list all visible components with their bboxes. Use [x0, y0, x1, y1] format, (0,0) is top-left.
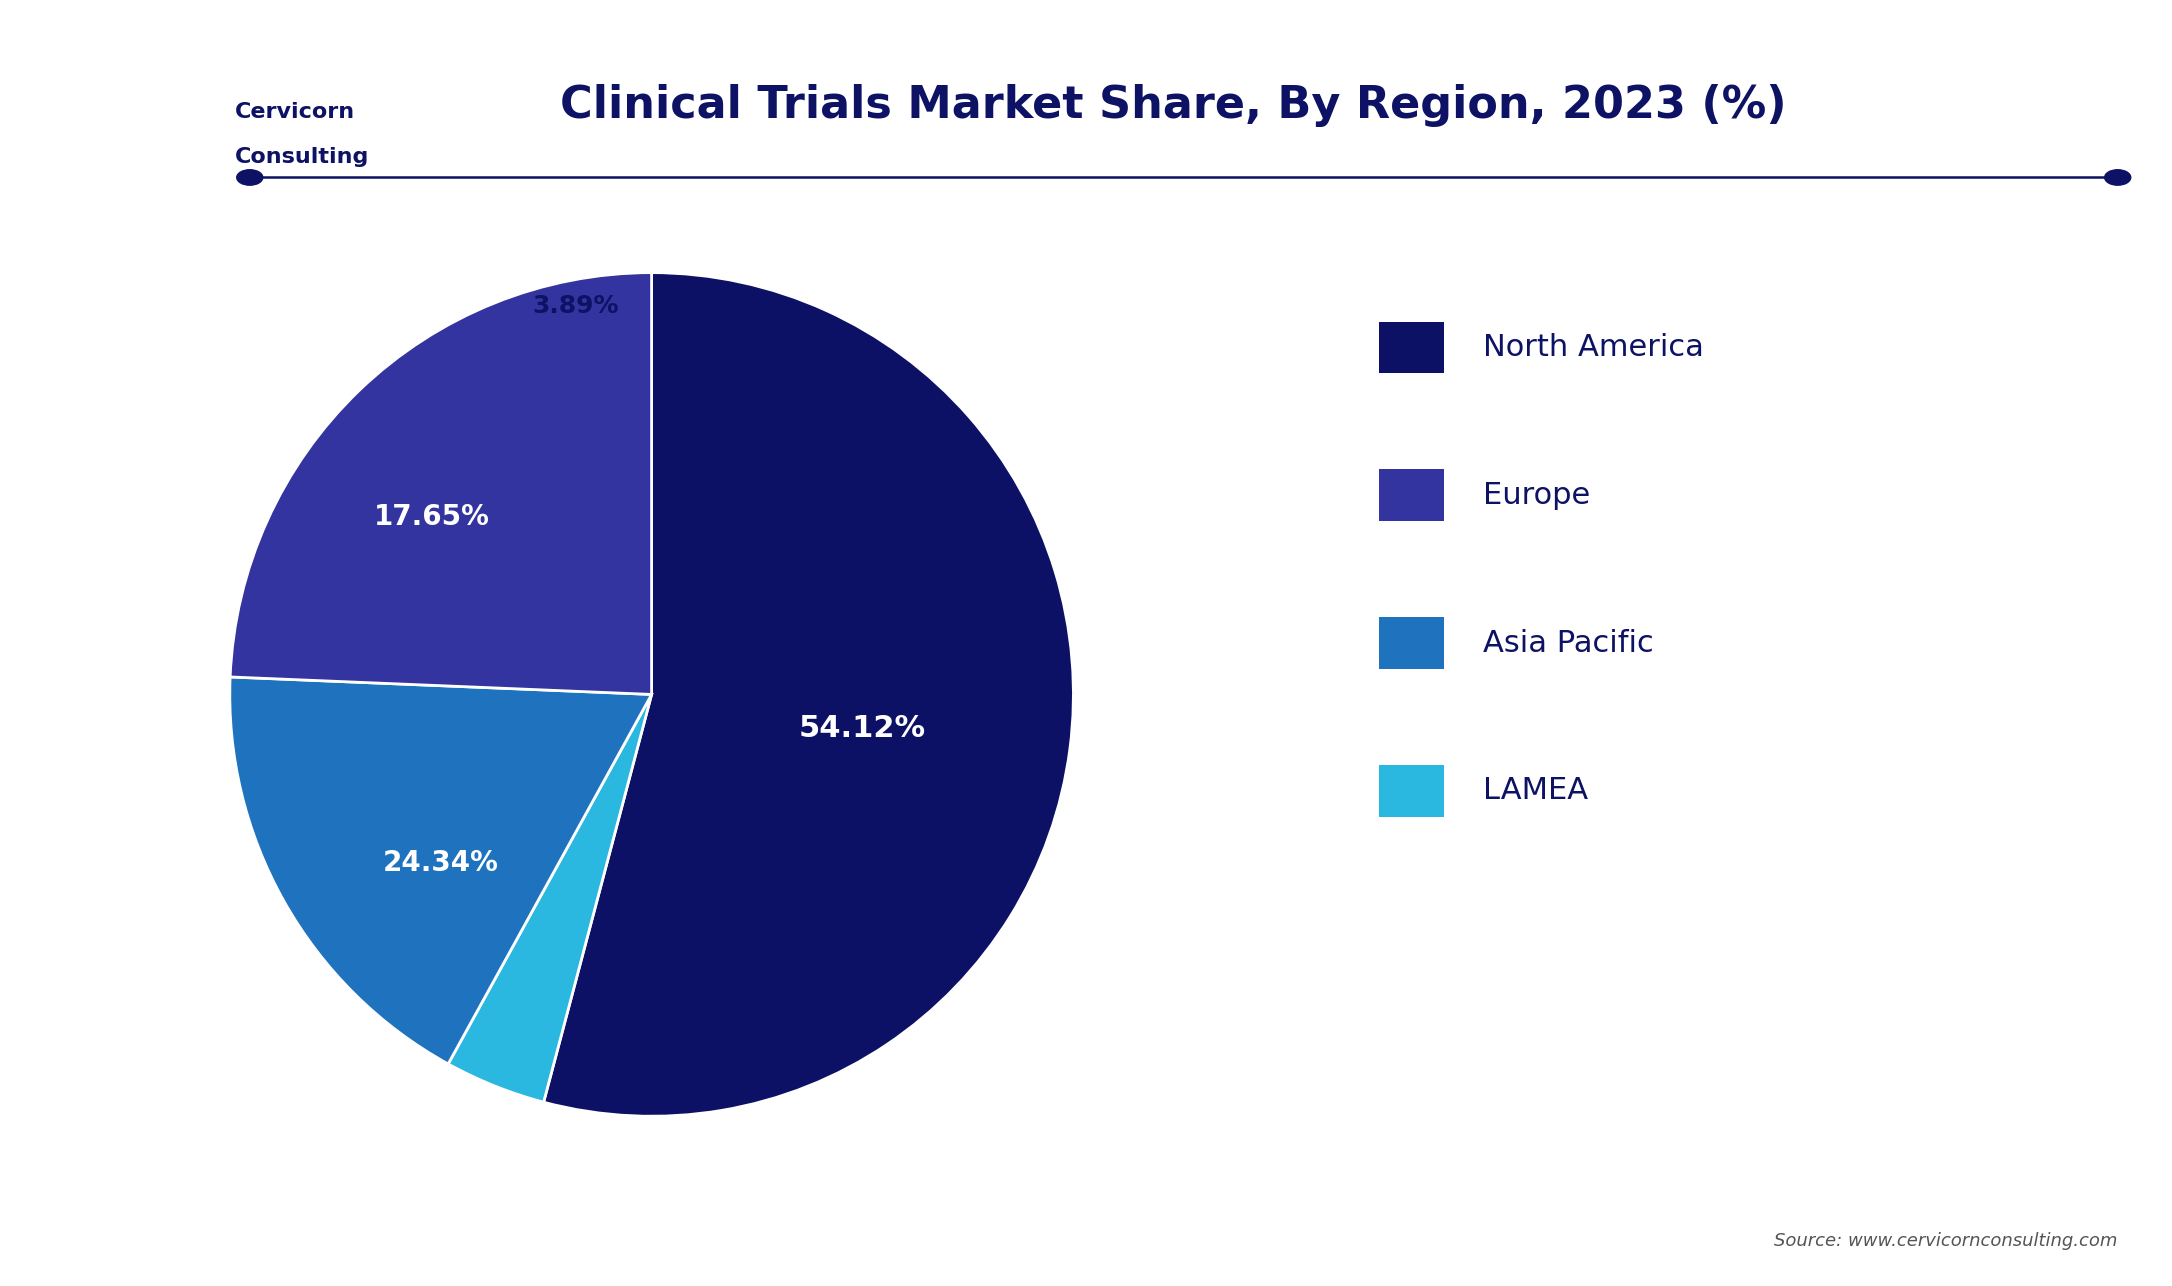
Text: Europe: Europe	[1483, 481, 1590, 509]
Text: 24.34%: 24.34%	[382, 849, 500, 877]
Wedge shape	[230, 273, 652, 694]
Text: 17.65%: 17.65%	[374, 503, 491, 531]
Text: 3.89%: 3.89%	[532, 294, 619, 319]
Text: C: C	[113, 87, 150, 136]
Text: North America: North America	[1483, 333, 1705, 361]
Wedge shape	[543, 273, 1073, 1116]
Text: Asia Pacific: Asia Pacific	[1483, 629, 1655, 657]
Text: LAMEA: LAMEA	[1483, 777, 1588, 805]
Text: Source: www.cervicornconsulting.com: Source: www.cervicornconsulting.com	[1775, 1232, 2118, 1250]
Text: 54.12%: 54.12%	[799, 714, 925, 743]
Text: Clinical Trials Market Share, By Region, 2023 (%): Clinical Trials Market Share, By Region,…	[560, 84, 1785, 126]
Wedge shape	[447, 694, 652, 1102]
Wedge shape	[230, 676, 652, 1064]
Text: Cervicorn: Cervicorn	[235, 102, 354, 122]
Text: Consulting: Consulting	[235, 147, 369, 167]
